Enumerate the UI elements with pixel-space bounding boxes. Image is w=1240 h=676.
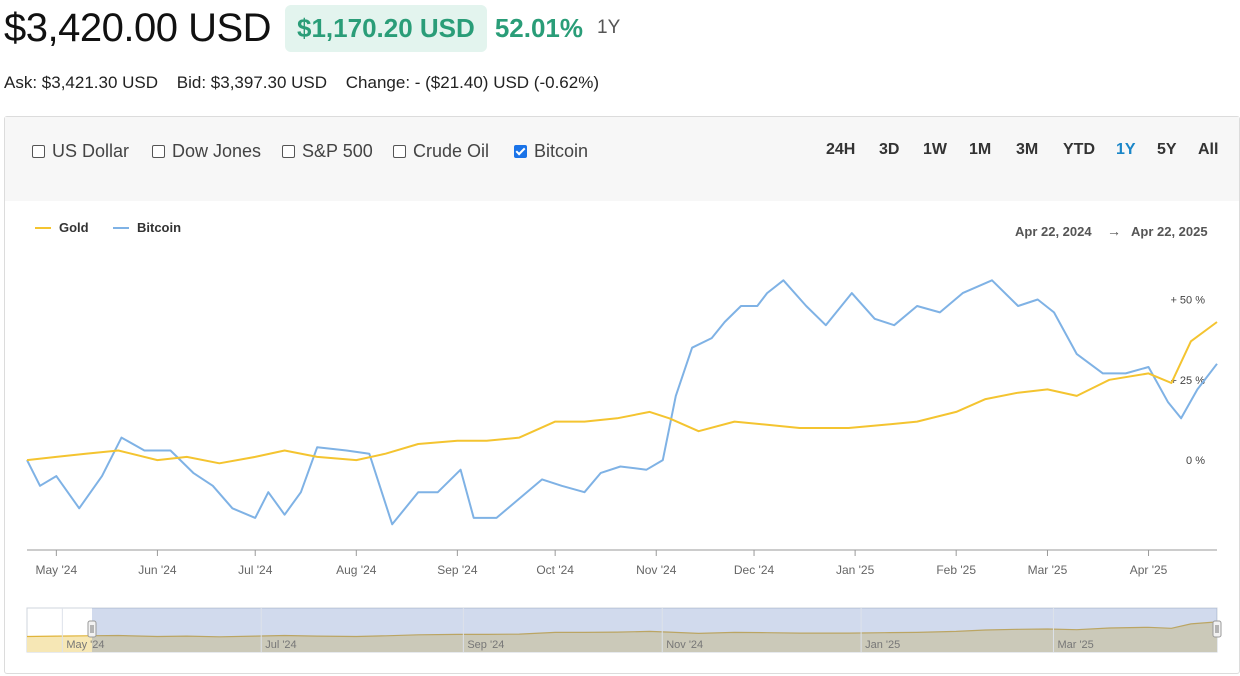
checkbox-box[interactable]: [514, 145, 527, 158]
legend-bitcoin[interactable]: Bitcoin: [137, 220, 181, 235]
ask-price: Ask: $3,421.30 USD: [4, 73, 159, 92]
compare-checkbox-crude-oil[interactable]: Crude Oil: [393, 141, 489, 162]
x-tick-label: May '24: [36, 563, 78, 577]
checkbox-box[interactable]: [152, 145, 165, 158]
range-24h[interactable]: 24H: [826, 141, 856, 158]
x-tick-label: Jan '25: [836, 563, 875, 577]
x-tick-label: Feb '25: [936, 563, 976, 577]
navigator-tick-label: Jul '24: [265, 639, 296, 651]
x-tick-label: Mar '25: [1028, 563, 1068, 577]
y-tick-label: + 25 %: [1170, 375, 1205, 387]
x-tick-label: Oct '24: [536, 563, 574, 577]
compare-label: Crude Oil: [413, 141, 490, 161]
y-tick-label: + 50 %: [1170, 295, 1205, 307]
navigator-selection[interactable]: [92, 608, 1217, 652]
bid-price: Bid: $3,397.30 USD: [176, 73, 328, 92]
checkbox-box[interactable]: [393, 145, 406, 158]
change-value-badge: $1,170.20 USD: [285, 4, 487, 52]
x-tick-label: Dec '24: [734, 563, 775, 577]
x-tick-label: Aug '24: [336, 563, 377, 577]
x-tick-label: Jun '24: [138, 563, 177, 577]
navigator-handle-left[interactable]: [87, 620, 97, 638]
handle-grip[interactable]: [87, 620, 97, 638]
range-1m[interactable]: 1M: [969, 141, 992, 158]
compare-checkbox-dow-jones[interactable]: Dow Jones: [152, 141, 261, 162]
navigator-line: [26, 621, 1218, 638]
price-header: $3,420.00 USD $1,170.20 USD 52.01% 1Y: [4, 4, 620, 52]
x-tick-label: Nov '24: [636, 563, 677, 577]
x-tick-label: Sep '24: [437, 563, 478, 577]
series-line-bitcoin[interactable]: [26, 279, 1218, 526]
date-range-from: Apr 22, 2024: [1015, 224, 1092, 239]
range-3m[interactable]: 3M: [1016, 141, 1039, 158]
period-label: 1Y: [597, 17, 621, 38]
checkbox-box[interactable]: [32, 145, 45, 158]
handle-grip[interactable]: [1212, 620, 1222, 638]
navigator-tick-label: Jan '25: [865, 639, 900, 651]
compare-label: S&P 500: [302, 141, 373, 161]
range-3d[interactable]: 3D: [879, 141, 900, 158]
x-tick-label: Apr '25: [1130, 563, 1168, 577]
navigator[interactable]: May '24 Jul '24 Sep '24 Nov '24 Jan '25 Mar '…: [26, 607, 1222, 653]
date-range-label: Apr 22, 2024 → Apr 22, 2025: [1015, 223, 1208, 239]
navigator-tick-label: Sep '24: [467, 639, 504, 651]
range-ytd[interactable]: YTD: [1063, 141, 1095, 158]
quote-row: Ask: $3,421.30 USD Bid: $3,397.30 USD Ch…: [4, 73, 613, 93]
y-axis: 0 % + 25 % + 50 %: [1170, 295, 1205, 468]
range-all[interactable]: All: [1198, 141, 1219, 158]
range-5y[interactable]: 5Y: [1157, 141, 1177, 158]
navigator-tick-label: Nov '24: [666, 639, 703, 651]
date-range-to: Apr 22, 2025: [1131, 224, 1208, 239]
compare-label: Bitcoin: [534, 141, 589, 161]
compare-checkbox-us-dollar[interactable]: US Dollar: [32, 141, 129, 162]
chart-toolbar: US Dollar Dow Jones S&P 500 Crude Oil Bi…: [5, 117, 1239, 201]
y-tick-label: 0 %: [1186, 455, 1205, 467]
series-layer: [26, 279, 1218, 526]
compare-label: Dow Jones: [172, 141, 262, 161]
checkbox-box[interactable]: [282, 145, 295, 158]
chart-card: US Dollar Dow Jones S&P 500 Crude Oil Bi…: [4, 116, 1240, 674]
compare-label: US Dollar: [52, 141, 130, 161]
range-1y[interactable]: 1Y: [1116, 141, 1136, 158]
performance-chart[interactable]: Gold Bitcoin Apr 22, 2024 → Apr 22, 2025…: [5, 201, 1239, 671]
navigator-tick-label: Mar '25: [1057, 639, 1093, 651]
navigator-tick-label: May '24: [66, 639, 104, 651]
change-percent: 52.01%: [494, 12, 583, 43]
navigator-area: [27, 621, 1217, 652]
daily-change: Change: - ($21.40) USD (-0.62%): [345, 73, 599, 92]
date-range-arrow: →: [1107, 223, 1121, 239]
x-tick-label: Jul '24: [238, 563, 273, 577]
x-axis: May '24 Jun '24 Jul '24 Aug '24 Sep '24 Oct '…: [36, 550, 1168, 577]
compare-checkbox-bitcoin[interactable]: Bitcoin: [514, 141, 588, 162]
range-1w[interactable]: 1W: [923, 141, 947, 158]
current-price: $3,420.00 USD: [4, 5, 272, 50]
compare-checkbox-sp500[interactable]: S&P 500: [282, 141, 373, 162]
navigator-handle-right[interactable]: [1212, 620, 1222, 638]
legend-gold[interactable]: Gold: [59, 220, 89, 235]
legend: Gold Bitcoin: [35, 220, 181, 235]
series-line-gold[interactable]: [26, 321, 1218, 465]
